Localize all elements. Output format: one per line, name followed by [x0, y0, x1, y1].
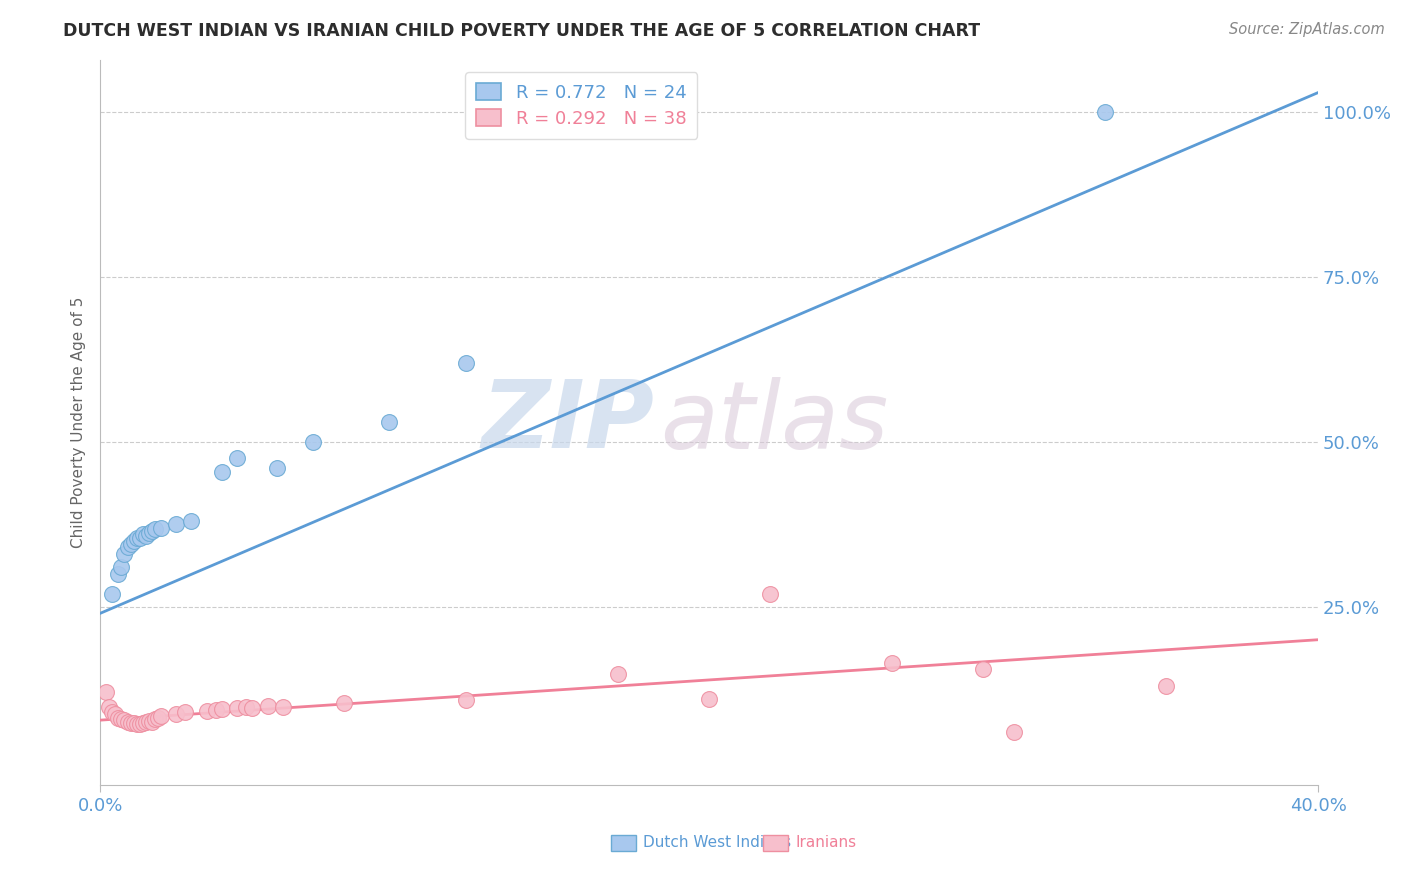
Point: [972, 662, 994, 676]
Point: [138, 714, 160, 729]
Point: [107, 566, 129, 581]
Point: [378, 415, 401, 429]
Point: [1002, 725, 1025, 739]
Point: [211, 465, 233, 479]
Point: [180, 514, 202, 528]
Text: DUTCH WEST INDIAN VS IRANIAN CHILD POVERTY UNDER THE AGE OF 5 CORRELATION CHART: DUTCH WEST INDIAN VS IRANIAN CHILD POVER…: [63, 22, 980, 40]
Point: [454, 356, 477, 370]
Point: [114, 547, 136, 561]
Point: [120, 537, 142, 551]
Point: [125, 531, 148, 545]
Point: [117, 715, 139, 730]
Point: [117, 541, 139, 555]
Point: [226, 451, 249, 466]
Point: [150, 521, 173, 535]
Point: [104, 706, 127, 721]
Point: [141, 524, 163, 538]
Point: [101, 705, 124, 719]
Point: [302, 434, 325, 449]
Point: [132, 527, 155, 541]
Point: [98, 700, 121, 714]
Point: [256, 698, 278, 713]
Point: [122, 533, 145, 548]
Text: Source: ZipAtlas.com: Source: ZipAtlas.com: [1229, 22, 1385, 37]
Point: [759, 586, 782, 600]
Point: [141, 715, 163, 730]
Point: [138, 525, 160, 540]
Point: [242, 700, 264, 714]
Point: [135, 528, 157, 542]
Point: [114, 713, 136, 727]
Point: [880, 656, 903, 670]
Point: [135, 715, 157, 730]
Point: [96, 685, 118, 699]
Point: [101, 586, 124, 600]
Point: [132, 715, 155, 730]
Point: [143, 712, 166, 726]
Point: [454, 693, 477, 707]
Point: [146, 710, 169, 724]
Point: [110, 560, 132, 574]
Point: [1094, 105, 1116, 120]
Point: [205, 703, 228, 717]
Text: atlas: atlas: [661, 376, 889, 467]
Point: [110, 712, 132, 726]
Point: [128, 717, 150, 731]
Point: [226, 701, 249, 715]
Point: [120, 715, 142, 730]
Point: [266, 461, 288, 475]
Point: [332, 696, 354, 710]
Point: [195, 704, 218, 718]
Legend: R = 0.772   N = 24, R = 0.292   N = 38: R = 0.772 N = 24, R = 0.292 N = 38: [465, 72, 697, 139]
Point: [150, 708, 173, 723]
Point: [606, 667, 628, 681]
Point: [1154, 679, 1177, 693]
Point: [165, 517, 187, 532]
Point: [174, 705, 197, 719]
Point: [211, 702, 233, 716]
Point: [107, 710, 129, 724]
Point: [128, 531, 150, 545]
Point: [143, 522, 166, 536]
Point: [122, 716, 145, 731]
Text: Iranians: Iranians: [796, 836, 856, 850]
Y-axis label: Child Poverty Under the Age of 5: Child Poverty Under the Age of 5: [72, 296, 86, 548]
Point: [125, 717, 148, 731]
Point: [271, 700, 294, 714]
Point: [235, 700, 257, 714]
Text: Dutch West Indians: Dutch West Indians: [643, 836, 792, 850]
Text: ZIP: ZIP: [481, 376, 654, 468]
Point: [697, 692, 720, 706]
Point: [165, 706, 187, 721]
